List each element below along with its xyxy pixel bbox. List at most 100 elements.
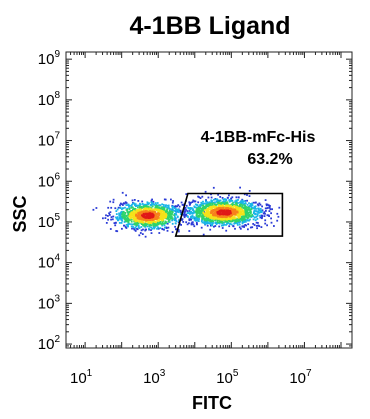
event-dot	[139, 205, 141, 208]
y-tick-label: 106	[38, 171, 61, 190]
event-dot	[268, 206, 271, 209]
event-dot	[176, 205, 178, 208]
event-dot	[248, 202, 250, 205]
event-dot	[239, 220, 242, 223]
event-dot	[154, 202, 157, 204]
event-dot	[159, 217, 161, 219]
event-dot	[115, 213, 118, 215]
event-dot	[200, 204, 203, 207]
event-dot	[196, 217, 199, 219]
event-dot	[197, 220, 200, 222]
event-dot	[159, 221, 162, 223]
event-dot	[194, 211, 196, 214]
event-dot	[142, 223, 144, 226]
event-dot	[254, 201, 257, 204]
event-dot	[159, 227, 162, 229]
event-dot	[258, 211, 261, 214]
event-dot	[175, 228, 178, 230]
event-dot	[130, 210, 132, 213]
event-dot	[142, 208, 145, 211]
event-dot	[159, 204, 162, 207]
event-dot	[173, 212, 176, 215]
event-dot	[206, 224, 209, 227]
event-dot	[132, 223, 134, 226]
event-dot	[131, 199, 134, 202]
event-dot	[167, 219, 170, 221]
event-dot	[146, 214, 149, 217]
event-dot	[239, 208, 242, 211]
event-dot	[108, 214, 111, 216]
event-dot	[109, 228, 112, 230]
event-dot	[256, 227, 258, 230]
event-dot	[213, 198, 215, 201]
event-dot	[169, 216, 172, 219]
event-dot	[271, 208, 273, 211]
event-dot	[119, 213, 121, 216]
event-dot	[195, 219, 197, 221]
event-dot	[220, 221, 222, 223]
event-dot	[185, 193, 188, 195]
event-dot	[246, 194, 248, 196]
event-dot	[224, 198, 226, 200]
event-dot	[245, 208, 247, 210]
event-dot	[270, 221, 273, 224]
event-dot	[157, 227, 160, 230]
event-dot	[141, 200, 144, 203]
event-dot	[145, 214, 148, 216]
event-dot	[277, 215, 280, 218]
event-dot	[121, 211, 123, 213]
event-dot	[213, 207, 216, 209]
y-axis-label: SSC	[10, 195, 30, 232]
event-dot	[209, 228, 212, 231]
event-dot	[259, 210, 262, 212]
event-dot	[208, 202, 210, 204]
event-dot	[105, 214, 107, 217]
event-dot	[108, 212, 110, 215]
event-dot	[225, 211, 228, 213]
event-dot	[154, 206, 157, 209]
event-dot	[194, 203, 197, 206]
event-dot	[132, 226, 135, 228]
event-dot	[252, 223, 255, 225]
event-dot	[159, 214, 162, 217]
event-dot	[167, 211, 170, 214]
event-dot	[137, 200, 140, 202]
event-dot	[199, 214, 201, 216]
event-dot	[227, 196, 229, 199]
event-dot	[211, 203, 214, 206]
event-dot	[147, 220, 150, 223]
event-dot	[205, 219, 207, 222]
event-dot	[264, 207, 267, 210]
event-dot	[105, 222, 108, 224]
event-dot	[208, 217, 210, 219]
y-tick-exponent: 9	[54, 49, 60, 60]
event-dot	[135, 216, 137, 219]
event-dot	[171, 201, 174, 204]
event-dot	[210, 223, 212, 225]
event-dot	[223, 223, 225, 226]
event-dot	[210, 224, 212, 227]
event-dot	[257, 207, 259, 210]
event-dot	[115, 221, 117, 224]
event-dot	[164, 198, 167, 201]
event-dot	[219, 199, 222, 202]
event-dot	[215, 207, 218, 210]
event-dot	[240, 209, 243, 211]
event-dot	[114, 224, 117, 227]
event-dot	[223, 200, 226, 203]
event-dot	[146, 215, 149, 218]
event-dot	[230, 223, 233, 226]
event-dot	[133, 208, 136, 211]
event-dot	[221, 215, 224, 218]
event-dot	[116, 217, 119, 219]
event-dot	[248, 195, 251, 197]
event-dot	[251, 213, 254, 216]
event-dot	[236, 224, 239, 226]
event-dot	[128, 207, 130, 209]
event-dot	[255, 216, 258, 218]
event-dot	[109, 200, 112, 203]
event-dot	[212, 186, 215, 189]
event-dot	[167, 206, 170, 208]
event-dot	[230, 197, 232, 200]
event-dot	[273, 225, 275, 227]
